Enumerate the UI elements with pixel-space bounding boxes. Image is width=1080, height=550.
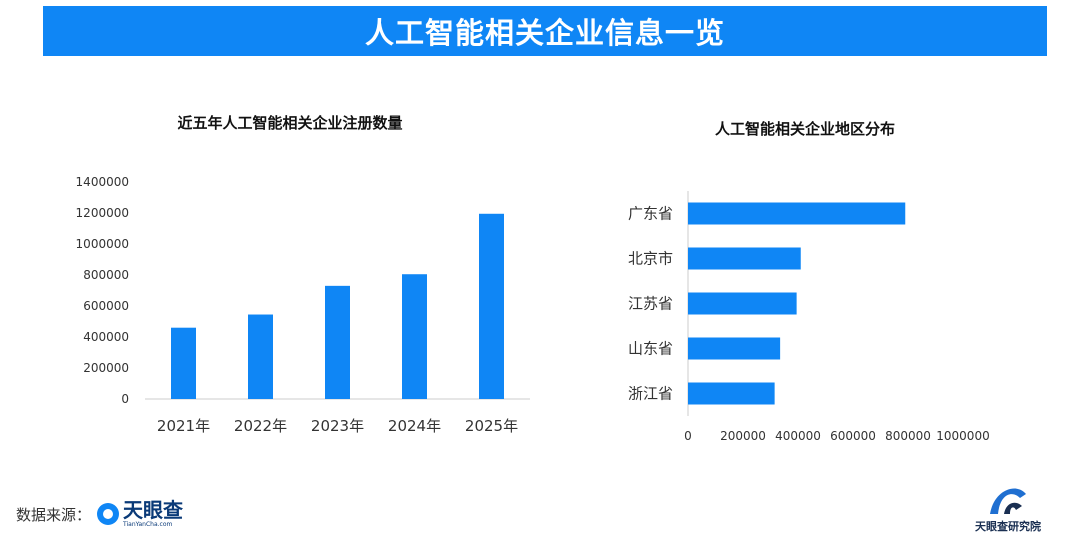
bar-2024年	[402, 274, 427, 399]
hbar-chart-title: 人工智能相关企业地区分布	[714, 120, 895, 138]
hbar-浙江省	[688, 382, 775, 405]
x-tick-label: 400000	[775, 429, 821, 443]
y-category-label: 江苏省	[628, 295, 673, 313]
x-tick-label: 0	[684, 429, 692, 443]
y-tick-label: 1400000	[76, 175, 129, 189]
x-tick-label: 2023年	[311, 417, 364, 435]
y-category-label: 广东省	[628, 205, 673, 223]
hbar-山东省	[688, 337, 781, 360]
x-tick-label: 2024年	[388, 417, 441, 435]
hbar-北京市	[688, 247, 801, 270]
y-tick-label: 0	[121, 392, 129, 406]
hbar-江苏省	[688, 292, 797, 315]
source-logo-text: 天眼查	[123, 498, 184, 522]
y-tick-label: 600000	[83, 299, 129, 313]
y-category-label: 北京市	[628, 250, 673, 268]
hbar-广东省	[688, 202, 906, 225]
x-tick-label: 1000000	[936, 429, 989, 443]
title-banner: 人工智能相关企业信息一览	[43, 6, 1047, 56]
x-tick-label: 2021年	[157, 417, 210, 435]
y-tick-label: 800000	[83, 268, 129, 282]
research-institute-logo: 天眼查研究院	[970, 480, 1046, 540]
source-logo-subtext: TianYanCha.com	[123, 521, 173, 528]
research-institute-icon	[990, 488, 1026, 514]
tianyancha-logo: 天眼查 TianYanCha.com	[97, 500, 183, 528]
x-tick-label: 600000	[830, 429, 876, 443]
x-tick-label: 2022年	[234, 417, 287, 435]
bar-chart-title: 近五年人工智能相关企业注册数量	[177, 114, 403, 132]
bar-2021年	[171, 327, 196, 399]
y-tick-label: 200000	[83, 361, 129, 375]
source-label: 数据来源：	[16, 505, 92, 524]
bar-2022年	[248, 314, 273, 399]
bar-2023年	[325, 285, 350, 399]
x-tick-label: 200000	[720, 429, 766, 443]
page-title: 人工智能相关企业信息一览	[364, 16, 725, 50]
y-category-label: 山东省	[628, 340, 673, 358]
y-tick-label: 400000	[83, 330, 129, 344]
y-category-label: 浙江省	[628, 385, 673, 403]
x-tick-label: 800000	[885, 429, 931, 443]
bar-2025年	[479, 213, 504, 399]
y-tick-label: 1200000	[76, 206, 129, 220]
tianyancha-logo-icon	[97, 503, 120, 525]
y-tick-label: 1000000	[76, 237, 129, 251]
data-source: 数据来源： 天眼查 TianYanCha.com	[16, 500, 183, 528]
corner-logo-text: 天眼查研究院	[975, 520, 1041, 533]
x-tick-label: 2025年	[465, 417, 518, 435]
